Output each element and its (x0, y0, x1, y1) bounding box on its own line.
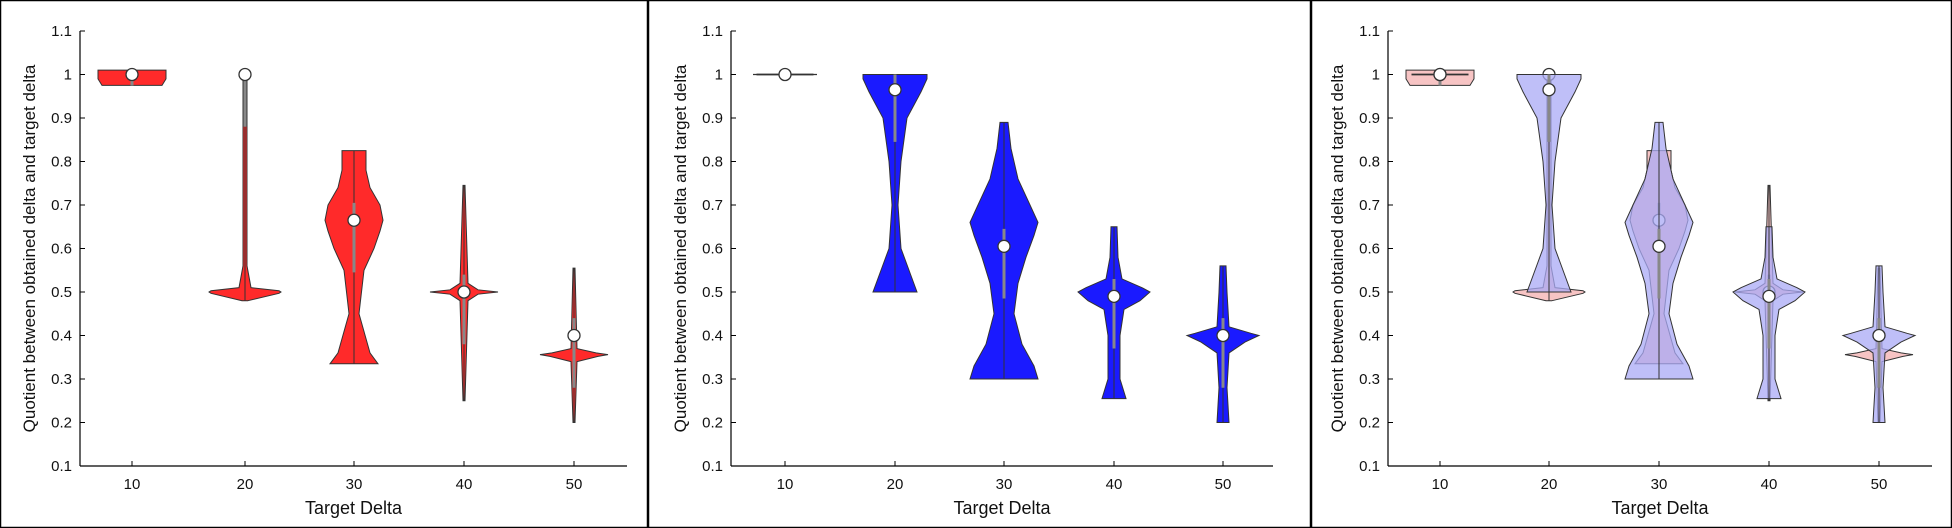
median-marker (1542, 83, 1556, 97)
y-tick-label: 0.1 (1359, 458, 1380, 475)
y-tick-label: 0.2 (702, 415, 723, 432)
x-axis-label: Target Delta (953, 498, 1051, 518)
x-tick-label: 10 (124, 476, 141, 493)
median-marker (1216, 328, 1230, 343)
y-tick-label: 0.1 (51, 458, 72, 475)
median-marker (1762, 289, 1776, 304)
y-tick-label: 0.2 (1359, 415, 1380, 432)
y-tick-label: 1.1 (51, 23, 72, 40)
y-tick-label: 0.5 (702, 284, 723, 301)
y-tick-label: 0.3 (702, 371, 723, 388)
y-tick-label: 0.4 (51, 328, 72, 345)
chart-panel-2: 0.1 0.2 0.3 0.4 0.5 0.6 0.7 0.8 0.9 1 1.1 10 20 30 40 5… (647, 0, 1312, 528)
x-tick-label: 30 (996, 476, 1013, 493)
y-tick-label: 1.1 (1359, 23, 1380, 40)
x-tick-label: 40 (1761, 476, 1778, 493)
median-marker (1652, 239, 1666, 253)
y-axis-label: Quotient between obtained delta and targ… (20, 64, 39, 432)
y-tick-label: 0.4 (1359, 328, 1380, 345)
x-tick-label: 10 (777, 476, 794, 493)
x-tick-label: 20 (1541, 476, 1558, 493)
x-tick-label: 50 (1215, 476, 1232, 493)
y-tick-label: 0.9 (51, 110, 72, 127)
panel-border (0, 0, 649, 528)
y-tick-label: 0.7 (51, 197, 72, 214)
x-tick-label: 40 (1106, 476, 1123, 493)
median-marker (238, 67, 252, 82)
y-tick-label: 0.8 (702, 154, 723, 171)
x-tick-label: 10 (1432, 476, 1449, 493)
median-marker (347, 213, 361, 227)
y-tick-label: 0.4 (702, 328, 723, 345)
median-marker (567, 328, 581, 343)
y-tick-label: 0.6 (51, 241, 72, 258)
median-marker (778, 67, 792, 82)
y-axis-label: Quotient between obtained delta and targ… (1328, 64, 1347, 432)
median-marker (125, 67, 139, 82)
x-axis-label: Target Delta (305, 498, 403, 518)
y-tick-label: 0.3 (51, 371, 72, 388)
y-tick-label: 0.7 (702, 197, 723, 214)
y-tick-label: 0.9 (702, 110, 723, 127)
x-tick-label: 40 (456, 476, 473, 493)
y-tick-label: 1.1 (702, 23, 723, 40)
x-tick-label: 30 (1651, 476, 1668, 493)
chart-panel-3: 0.1 0.2 0.3 0.4 0.5 0.6 0.7 0.8 0.9 1 1.1 10 20 30 40 5… (1310, 0, 1952, 528)
y-tick-label: 0.1 (702, 458, 723, 475)
panel-border (647, 0, 1312, 528)
y-tick-label: 0.6 (702, 241, 723, 258)
median-marker (1107, 289, 1121, 304)
y-tick-label: 0.8 (51, 154, 72, 171)
x-tick-label: 20 (887, 476, 904, 493)
y-tick-label: 0.3 (1359, 371, 1380, 388)
median-marker (997, 239, 1011, 253)
chart-panel-1: 0.1 0.2 0.3 0.4 0.5 0.6 0.7 0.8 0.9 1 1.1 10 20 30 40 5… (0, 0, 649, 528)
x-tick-label: 50 (566, 476, 583, 493)
y-axis-label: Quotient between obtained delta and targ… (671, 64, 690, 432)
median-marker (1872, 328, 1886, 343)
median-marker (457, 285, 471, 299)
y-tick-label: 0.2 (51, 415, 72, 432)
y-tick-label: 1 (64, 67, 72, 84)
y-tick-label: 0.8 (1359, 154, 1380, 171)
y-tick-label: 1 (1372, 67, 1380, 84)
x-tick-label: 30 (346, 476, 363, 493)
y-tick-label: 0.5 (51, 284, 72, 301)
median-marker (888, 83, 902, 97)
x-tick-label: 50 (1871, 476, 1888, 493)
x-axis-label: Target Delta (1611, 498, 1709, 518)
y-tick-label: 0.7 (1359, 197, 1380, 214)
x-tick-label: 20 (237, 476, 254, 493)
y-tick-label: 1 (715, 67, 723, 84)
y-tick-label: 0.5 (1359, 284, 1380, 301)
median-marker (1433, 67, 1447, 82)
y-tick-label: 0.6 (1359, 241, 1380, 258)
y-tick-label: 0.9 (1359, 110, 1380, 127)
